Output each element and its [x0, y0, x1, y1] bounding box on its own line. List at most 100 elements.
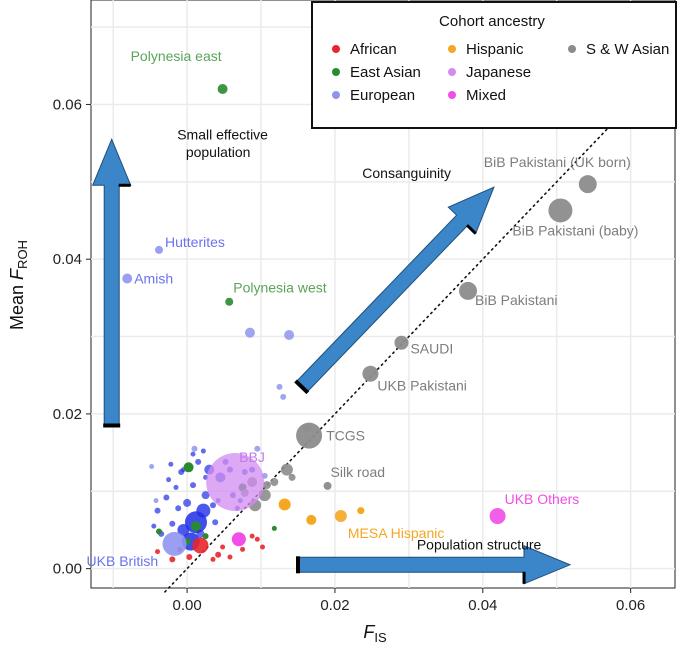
legend: Cohort ancestry African East Asian Europea… [311, 1, 677, 129]
labeled-point [323, 481, 332, 490]
data-point [271, 525, 277, 531]
point-label: Polynesia east [131, 48, 222, 64]
labeled-point [155, 245, 164, 254]
data-point [254, 445, 261, 452]
data-point [240, 546, 246, 552]
point-label: MESA Hispanic [348, 525, 444, 541]
data-point [190, 521, 201, 532]
labeled-point [362, 365, 379, 382]
legend-label: Hispanic [466, 41, 524, 58]
data-point [183, 498, 192, 507]
data-point [192, 537, 209, 554]
y-tick-label: 0.02 [53, 406, 82, 423]
annotations: Small effective population Consanguinity Po… [177, 126, 541, 552]
arrow-head-edge [465, 224, 477, 235]
point-label: Polynesia west [233, 280, 326, 296]
annotation-text: population [186, 144, 251, 160]
labeled-point [334, 510, 347, 523]
legend-label: European [350, 87, 415, 104]
data-point [195, 458, 202, 465]
data-point [288, 473, 296, 481]
data-point [306, 514, 317, 525]
reference-line [164, 126, 610, 593]
data-point [196, 503, 211, 518]
data-point [280, 463, 293, 476]
data-point [278, 498, 291, 511]
y-axis-title-main: F [7, 268, 27, 280]
point-label: BiB Pakistani (UK born) [484, 154, 631, 170]
labeled-point [578, 175, 597, 194]
legend-key [448, 45, 456, 53]
x-axis-ticks: 0.00 0.02 0.04 0.06 [172, 588, 645, 614]
x-axis-title-sub: IS [374, 630, 387, 645]
point-label: Amish [134, 271, 173, 287]
data-point [357, 507, 365, 515]
legend-label: African [350, 41, 397, 58]
data-point [200, 448, 206, 454]
data-point [244, 327, 255, 338]
data-point [190, 451, 196, 457]
data-point [202, 533, 209, 540]
annotation-text: Consanguinity [362, 165, 451, 181]
reference-line-group [164, 126, 610, 593]
point-label: Silk road [331, 464, 385, 480]
data-point [210, 556, 216, 562]
data-point [231, 532, 246, 547]
data-point [190, 482, 197, 489]
labeled-point [217, 83, 228, 94]
x-axis-title: FIS [363, 622, 387, 645]
point-label: SAUDI [410, 341, 453, 357]
data-point [209, 502, 216, 509]
point-label: Hutterites [165, 234, 225, 250]
legend-entries: African East Asian European Hispanic Japanes… [332, 41, 669, 104]
data-point [166, 477, 172, 483]
data-point [175, 505, 182, 512]
labeled-points: Polynesia east Polynesia west Hutterites Am… [87, 48, 639, 569]
legend-key [332, 45, 340, 53]
legend-label: East Asian [350, 64, 421, 81]
legend-label: Japanese [466, 64, 531, 81]
data-point [280, 393, 287, 400]
point-label: UKB Others [505, 491, 580, 507]
data-point [154, 507, 161, 514]
labeled-point [206, 453, 265, 512]
data-point [249, 533, 255, 539]
labeled-point [225, 297, 234, 306]
data-point [220, 544, 226, 550]
point-label: UKB Pakistani [377, 378, 466, 394]
legend-key [448, 91, 456, 99]
y-axis-title-sub: ROH [15, 240, 30, 269]
data-point [169, 520, 176, 527]
data-point [149, 464, 155, 470]
data-point [284, 330, 295, 341]
legend-box [311, 1, 677, 129]
data-point [169, 556, 176, 563]
data-point [260, 544, 266, 550]
legend-title: Cohort ancestry [439, 13, 545, 30]
legend-key [332, 68, 340, 76]
data-point [163, 494, 170, 501]
point-label: UKB British [87, 553, 159, 569]
data-point [151, 523, 157, 529]
y-tick-label: 0.04 [53, 251, 82, 268]
data-point [201, 491, 210, 500]
data-point [262, 481, 271, 490]
data-point [254, 536, 260, 542]
labeled-point [489, 508, 506, 525]
labeled-point [122, 273, 133, 284]
data-point [227, 554, 233, 560]
point-label: BiB Pakistani [475, 292, 557, 308]
y-tick-label: 0.06 [53, 96, 82, 113]
data-point [191, 445, 198, 452]
y-tick-label: 0.00 [53, 561, 82, 578]
legend-label: Mixed [466, 87, 506, 104]
x-axis-title-main: F [363, 622, 375, 642]
data-point [156, 528, 163, 535]
point-label: BBJ [239, 449, 265, 465]
data-point [153, 498, 159, 504]
data-point [270, 478, 279, 487]
data-point [183, 462, 194, 473]
arrow-tail-cap [294, 379, 310, 395]
data-point [196, 529, 205, 538]
